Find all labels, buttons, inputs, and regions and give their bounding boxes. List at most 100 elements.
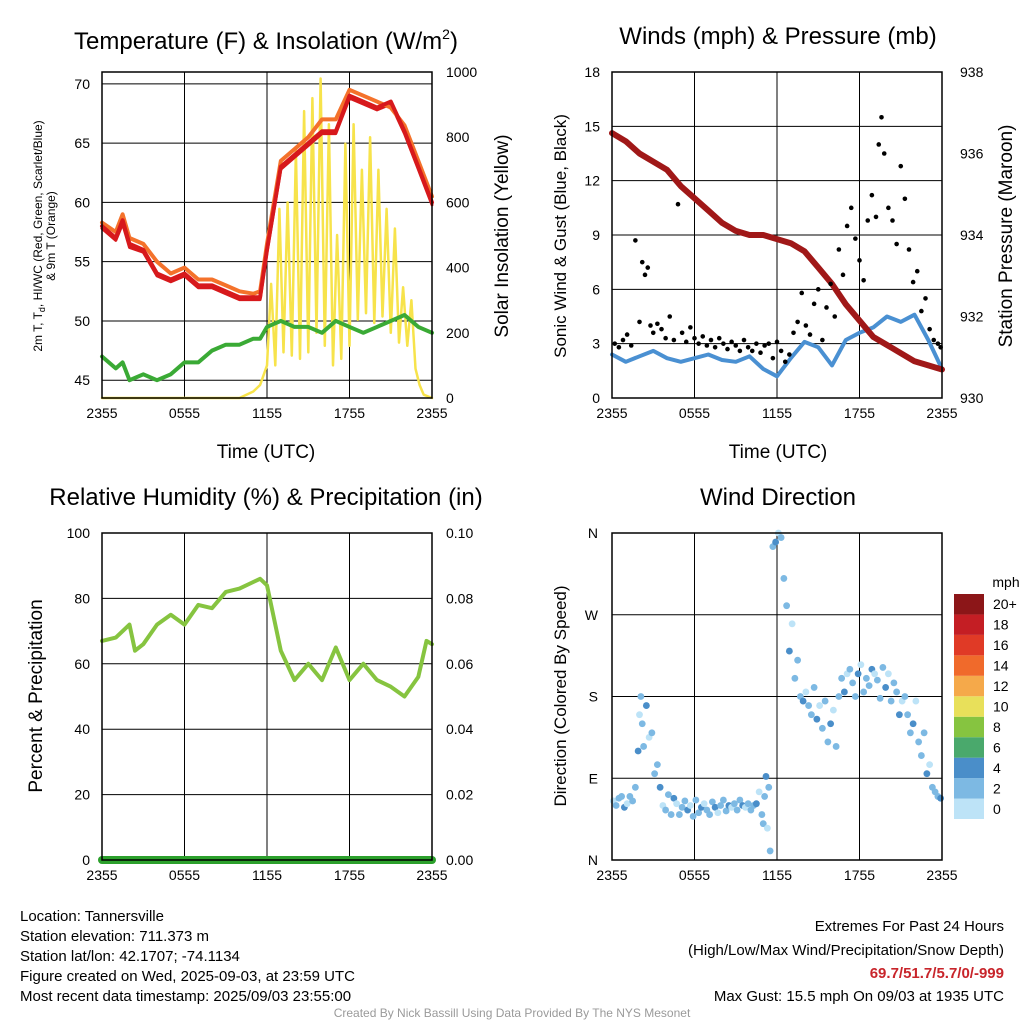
- credit-line: Created By Nick Bassill Using Data Provi…: [333, 1006, 691, 1020]
- gust-point: [762, 343, 767, 348]
- colorbar-swatch: [954, 634, 984, 656]
- pressure-line: [609, 130, 945, 373]
- gust-point: [624, 332, 630, 337]
- gust-point: [679, 330, 685, 336]
- temp-x-tick-label: 2355: [416, 405, 447, 421]
- direction-point: [618, 793, 626, 800]
- direction-point: [612, 802, 620, 809]
- gust-point: [671, 337, 677, 343]
- gust-point: [840, 272, 846, 278]
- direction-point: [873, 676, 881, 684]
- direction-point: [829, 706, 837, 714]
- gust-point: [815, 287, 821, 292]
- gust-point: [906, 247, 912, 252]
- wind-x-tick-label: 1755: [844, 405, 875, 421]
- gust-point: [782, 359, 788, 365]
- direction-point: [904, 711, 912, 719]
- gust-point: [876, 142, 882, 147]
- direction-point: [656, 783, 664, 791]
- precip-y-tick-label: 0.04: [446, 721, 473, 737]
- insolation-y-tick-label: 400: [446, 260, 470, 276]
- direction-point: [871, 670, 879, 678]
- direction-point: [917, 752, 925, 759]
- direction-point: [909, 720, 917, 728]
- direction-y-tick-label: W: [585, 607, 599, 623]
- colorbar-label: 16: [993, 637, 1009, 653]
- gust-point: [721, 341, 726, 346]
- direction-point: [722, 807, 730, 815]
- direction-point: [879, 664, 887, 671]
- gust-point: [749, 348, 755, 354]
- gust-point: [612, 341, 618, 346]
- precip-y-tick-label: 0.00: [446, 852, 473, 868]
- colorbar-label: 18: [993, 617, 1009, 633]
- direction-point: [821, 697, 829, 705]
- direction-point: [854, 670, 862, 678]
- colorbar-title: mph: [992, 574, 1019, 590]
- temp-y-tick-label: 70: [74, 76, 90, 92]
- direction-point: [700, 800, 708, 808]
- temp-y-tick-label: 65: [74, 135, 90, 151]
- direction-point: [689, 813, 697, 820]
- precip-y-tick-label: 0.06: [446, 656, 473, 672]
- direction-point: [893, 688, 901, 696]
- wind-x-tick-label: 1155: [762, 405, 792, 421]
- wind-x-tick-label: 2355: [596, 405, 627, 421]
- wind-y-tick-label: 18: [584, 64, 600, 80]
- direction-point: [827, 720, 835, 728]
- direction-point: [762, 773, 770, 780]
- gust-point: [811, 301, 817, 307]
- direction-point: [807, 711, 815, 719]
- colorbar-label: 20+: [993, 596, 1017, 612]
- gust-point: [803, 323, 809, 328]
- extremes-heading: Extremes For Past 24 Hours: [814, 918, 1004, 935]
- direction-point: [638, 720, 646, 728]
- direction-point: [923, 770, 931, 778]
- gust-point: [733, 343, 739, 348]
- gust-point: [616, 344, 622, 350]
- wind-direction-y-axis-title: Direction (Colored By Speed): [551, 585, 570, 806]
- gust-point: [836, 247, 842, 252]
- direction-point: [765, 783, 773, 791]
- direction-point: [752, 800, 760, 808]
- gust-point: [637, 319, 642, 325]
- gust-point: [902, 196, 908, 202]
- direction-point: [670, 794, 678, 802]
- direction-point: [799, 697, 807, 705]
- gust-point: [655, 321, 660, 327]
- direction-point: [744, 800, 752, 808]
- gust-point: [791, 330, 796, 336]
- precip-y-tick-label: 0.08: [446, 590, 473, 606]
- direction-point: [730, 800, 738, 808]
- direction-point: [887, 697, 895, 705]
- gust-point: [770, 355, 776, 361]
- wind-direction-panel: Wind Direction Direction (Colored By Spe…: [551, 484, 1020, 883]
- pressure-y-tick-label: 930: [960, 390, 984, 406]
- direction-x-tick-label: 0555: [679, 867, 710, 883]
- gust-point: [873, 214, 879, 220]
- pressure-y-tick-label: 936: [960, 146, 984, 162]
- insolation-y-tick-label: 600: [446, 194, 470, 210]
- gust-point: [642, 272, 648, 278]
- direction-plot-frame: [611, 532, 943, 861]
- rh-x-tick-label: 2355: [86, 867, 117, 883]
- temperature-y-axis-title: 2m T, Td, HI/WC (Red, Green, Scarlet/Blu…: [31, 120, 58, 351]
- direction-point: [692, 796, 700, 804]
- gust-point: [754, 341, 759, 346]
- wind-y-tick-label: 9: [592, 227, 600, 243]
- direction-y-tick-label: E: [589, 770, 598, 786]
- insolation-y-tick-label: 200: [446, 325, 470, 341]
- direction-point: [849, 679, 857, 687]
- direction-point: [648, 729, 656, 737]
- gust-point: [935, 341, 941, 346]
- direction-point: [759, 820, 767, 828]
- gust-point: [857, 258, 862, 263]
- direction-point: [673, 800, 681, 808]
- gust-point: [737, 348, 743, 354]
- insolation-y-tick-label: 1000: [446, 64, 477, 80]
- direction-point: [719, 796, 727, 804]
- direction-point: [640, 743, 648, 750]
- gust-point: [861, 277, 866, 283]
- direction-point: [706, 811, 714, 818]
